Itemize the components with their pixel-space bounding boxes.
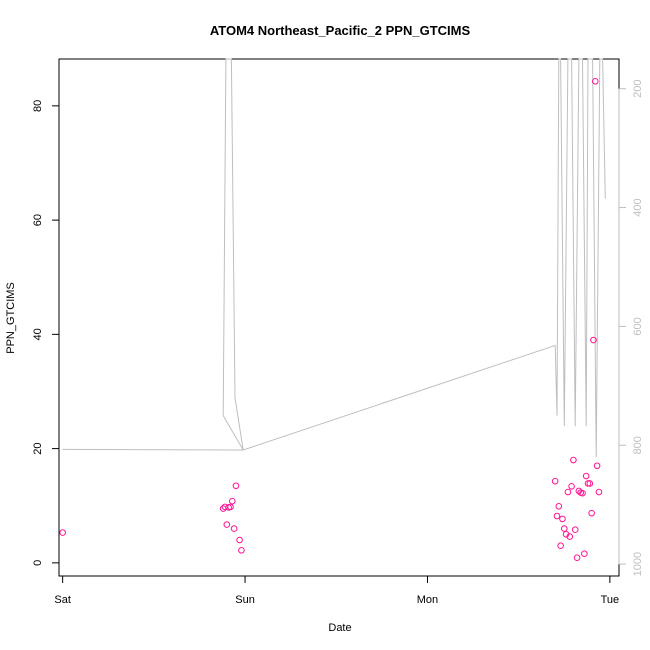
pressure-line-series bbox=[62, 58, 606, 458]
x-tick-label: Mon bbox=[417, 594, 438, 606]
data-point bbox=[588, 509, 595, 517]
data-point bbox=[570, 456, 577, 464]
data-point bbox=[555, 503, 563, 510]
ppn-point-series bbox=[59, 77, 603, 562]
data-point bbox=[238, 546, 245, 554]
data-point bbox=[573, 554, 581, 562]
y-axis-label: PPN_GTCIMS bbox=[5, 282, 17, 354]
data-point bbox=[560, 525, 568, 532]
right-tick-label: 1000 bbox=[632, 552, 644, 576]
data-point bbox=[584, 480, 592, 487]
data-point bbox=[564, 488, 572, 496]
data-point bbox=[566, 533, 574, 540]
data-point bbox=[568, 483, 575, 490]
y-tick-label: 0 bbox=[32, 560, 44, 566]
x-axis-label: Date bbox=[328, 622, 351, 634]
data-point bbox=[227, 503, 234, 511]
data-point bbox=[590, 336, 597, 344]
data-point bbox=[232, 482, 240, 490]
data-point bbox=[571, 526, 579, 534]
right-tick-label: 400 bbox=[632, 198, 644, 216]
y-tick-label: 80 bbox=[32, 100, 44, 112]
plot-frame bbox=[58, 58, 620, 577]
x-axis: Sat Sun Mon Tue bbox=[54, 575, 620, 606]
data-point bbox=[586, 480, 594, 487]
data-point bbox=[59, 529, 66, 536]
data-point bbox=[236, 536, 243, 544]
data-point bbox=[593, 462, 601, 470]
data-point bbox=[581, 550, 588, 558]
right-tick-label: 800 bbox=[632, 436, 644, 454]
y-tick-label: 60 bbox=[32, 214, 44, 226]
data-point bbox=[230, 525, 238, 532]
x-tick-label: Sat bbox=[54, 594, 71, 606]
y-tick-label: 40 bbox=[32, 328, 44, 340]
chart-title: ATOM4 Northeast_Pacific_2 PPN_GTCIMS bbox=[210, 23, 471, 38]
y-tick-label: 20 bbox=[32, 442, 44, 454]
data-point bbox=[228, 497, 236, 505]
right-tick-label: 200 bbox=[632, 80, 644, 98]
y-axis-right: 200 400 600 800 1000 bbox=[618, 80, 644, 576]
data-point bbox=[582, 472, 590, 480]
x-tick-label: Sun bbox=[235, 594, 255, 606]
right-tick-label: 600 bbox=[632, 317, 644, 335]
pressure-line bbox=[62, 58, 606, 458]
data-point bbox=[579, 489, 586, 497]
data-point bbox=[553, 512, 561, 520]
data-point bbox=[559, 515, 566, 523]
data-point bbox=[551, 477, 559, 485]
data-point bbox=[595, 488, 603, 496]
y-axis-left: 0 20 40 60 80 bbox=[32, 100, 60, 566]
data-point bbox=[223, 521, 231, 528]
x-tick-label: Tue bbox=[601, 594, 620, 606]
data-point bbox=[591, 77, 599, 85]
data-point bbox=[557, 542, 564, 550]
